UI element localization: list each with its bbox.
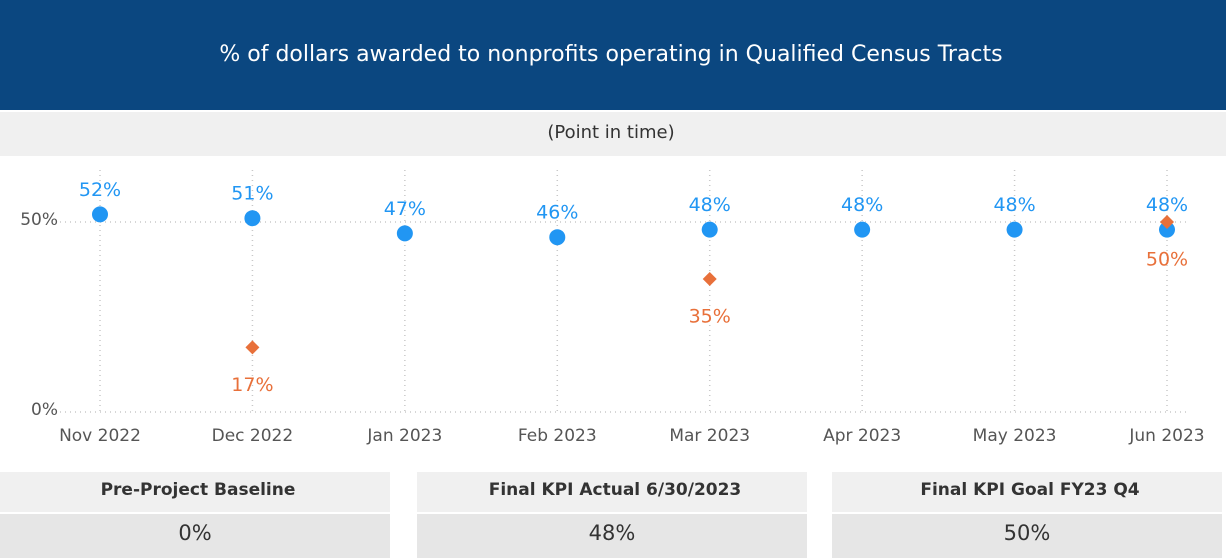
data-point bbox=[854, 221, 871, 238]
y-tick-label: 50% bbox=[20, 210, 58, 230]
data-label: 48% bbox=[1146, 194, 1188, 216]
subtitle: (Point in time) bbox=[547, 122, 674, 143]
data-label: 46% bbox=[536, 202, 578, 224]
data-label: 50% bbox=[1146, 249, 1188, 271]
card-value: 0% bbox=[178, 521, 211, 545]
card-label: Pre-Project Baseline bbox=[101, 480, 296, 500]
x-tick-label: Jun 2023 bbox=[1128, 426, 1204, 446]
x-tick-label: Jan 2023 bbox=[366, 426, 442, 446]
data-point bbox=[396, 225, 413, 242]
card-header bbox=[832, 472, 1222, 512]
data-label: 51% bbox=[231, 183, 273, 205]
data-point bbox=[702, 272, 717, 286]
y-tick-label: 0% bbox=[31, 400, 58, 420]
x-tick-label: Nov 2022 bbox=[59, 426, 141, 446]
x-tick-label: Feb 2023 bbox=[518, 426, 597, 446]
card-label: Final KPI Goal FY23 Q4 bbox=[920, 480, 1139, 500]
kpi-cards: Pre-Project Baseline 0% Final KPI Actual 6… bbox=[0, 472, 1222, 558]
chart-title: % of dollars awarded to nonprofits opera… bbox=[219, 42, 1002, 67]
subtitle-band bbox=[0, 112, 1226, 156]
header-band bbox=[0, 0, 1226, 110]
data-point bbox=[244, 210, 261, 227]
card-value: 48% bbox=[589, 521, 636, 545]
x-tick-label: Mar 2023 bbox=[669, 426, 750, 446]
card-body bbox=[832, 514, 1222, 558]
data-label: 47% bbox=[384, 198, 426, 220]
card-body bbox=[0, 514, 390, 558]
data-point bbox=[1159, 221, 1175, 238]
card-value: 50% bbox=[1004, 521, 1051, 545]
data-point bbox=[1006, 221, 1023, 238]
data-label: 17% bbox=[231, 374, 273, 396]
data-label: 48% bbox=[993, 194, 1035, 216]
data-point bbox=[701, 221, 718, 238]
data-point bbox=[245, 340, 260, 355]
data-point bbox=[549, 229, 566, 246]
data-label: 35% bbox=[689, 306, 731, 328]
card-body bbox=[417, 514, 807, 558]
x-tick-label: Dec 2022 bbox=[212, 426, 294, 446]
card-label: Final KPI Actual 6/30/2023 bbox=[489, 480, 742, 500]
card-header bbox=[0, 472, 390, 512]
x-tick-label: May 2023 bbox=[973, 426, 1057, 446]
data-label: 48% bbox=[689, 194, 731, 216]
data-point bbox=[1160, 215, 1174, 229]
data-label: 52% bbox=[79, 179, 121, 201]
data-point bbox=[92, 206, 108, 223]
x-tick-label: Apr 2023 bbox=[823, 426, 901, 446]
data-label: 48% bbox=[841, 194, 883, 216]
card-header bbox=[417, 472, 807, 512]
